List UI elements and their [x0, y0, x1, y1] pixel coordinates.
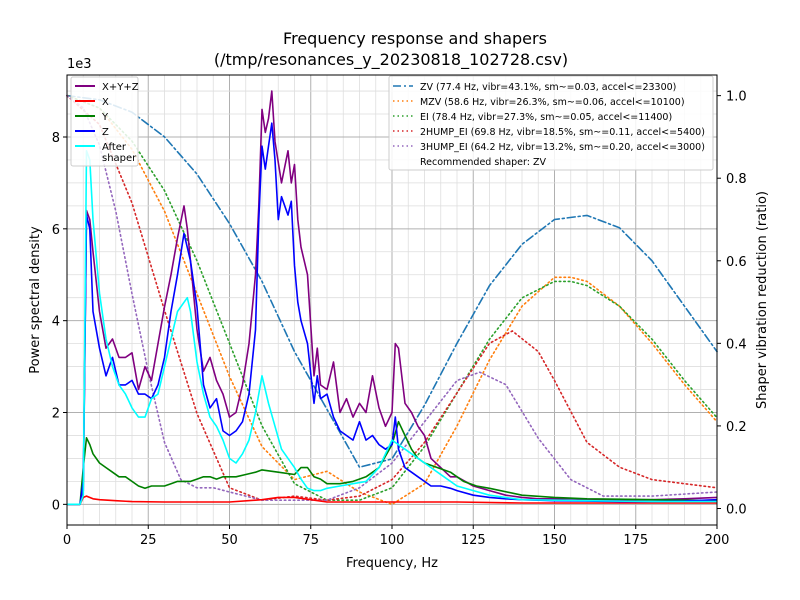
- x-axis-ticks: 0 25 50 75 100 125 150 175 200: [63, 525, 730, 548]
- legend-shaper-label: EI (78.4 Hz, vibr=27.3%, sm~=0.05, accel…: [420, 112, 672, 123]
- legend-psd-label: Y: [101, 112, 109, 123]
- x-tick-label: 200: [705, 533, 730, 548]
- legend-psd-label: X+Y+Z: [102, 82, 139, 93]
- legend-psd-label: X: [102, 97, 109, 108]
- y-tick-label: 8: [52, 131, 60, 146]
- x-tick-label: 125: [461, 533, 486, 548]
- legend-shaper-label: ZV (77.4 Hz, vibr=43.1%, sm~=0.03, accel…: [420, 82, 676, 93]
- shaper-line-1: [66, 94, 718, 506]
- x-tick-label: 100: [380, 533, 405, 548]
- right-tick-label: 0.2: [726, 420, 747, 435]
- right-axis-ticks: 0.0 0.2 0.4 0.6 0.8 1.0: [717, 90, 747, 517]
- x-tick-label: 25: [140, 533, 157, 548]
- shaper-line-4: [66, 94, 718, 501]
- psd-line-0: [67, 90, 718, 506]
- shaper-line-2: [66, 94, 718, 501]
- x-tick-label: 175: [623, 533, 648, 548]
- right-tick-label: 0.0: [726, 502, 747, 517]
- right-axis-label: Shaper vibration reduction (ratio): [755, 191, 770, 409]
- legend-psd-box: [70, 76, 139, 167]
- right-tick-label: 0.4: [726, 337, 747, 352]
- legend-shaper-label: MZV (58.6 Hz, vibr=26.3%, sm~=0.06, acce…: [420, 97, 685, 108]
- legend-shaper-label: 3HUMP_EI (64.2 Hz, vibr=13.2%, sm~=0.20,…: [420, 142, 705, 153]
- right-tick-label: 0.6: [726, 255, 747, 270]
- y-multiplier-label: 1e3: [67, 57, 92, 72]
- x-tick-label: 50: [221, 533, 238, 548]
- psd-line-3: [67, 122, 718, 506]
- x-tick-label: 0: [63, 533, 71, 548]
- y-tick-label: 4: [52, 315, 60, 330]
- y-axis-label: Power spectral density: [28, 226, 43, 374]
- legend-psd-label: After shaper: [102, 142, 137, 164]
- right-tick-label: 1.0: [726, 90, 747, 105]
- y-axis-ticks: 0 2 4 6 8: [52, 131, 67, 513]
- psd-lines: [67, 90, 718, 506]
- x-tick-label: 75: [302, 533, 319, 548]
- y-tick-label: 0: [52, 498, 60, 513]
- right-tick-label: 0.8: [726, 172, 747, 187]
- x-axis-label: Frequency, Hz: [346, 556, 438, 571]
- chart-title: Frequency response and shapers: [283, 29, 547, 48]
- y-tick-label: 2: [52, 407, 60, 422]
- shaper-line-3: [66, 94, 718, 502]
- shaper-line-0: [66, 94, 718, 469]
- legend-shaper-label: 2HUMP_EI (69.8 Hz, vibr=18.5%, sm~=0.11,…: [420, 127, 705, 138]
- psd-line-1: [67, 495, 717, 506]
- y-tick-label: 6: [52, 223, 60, 238]
- legend-shapers: ZV (77.4 Hz, vibr=43.1%, sm~=0.03, accel…: [388, 75, 714, 171]
- psd-line-2: [67, 420, 718, 506]
- legend-shapers-box: [388, 75, 714, 171]
- legend-psd-label: Z: [102, 127, 109, 138]
- chart-subtitle: (/tmp/resonances_y_20230818_102728.csv): [214, 50, 568, 70]
- shaper-lines: [66, 94, 718, 506]
- x-tick-label: 150: [542, 533, 567, 548]
- recommended-shaper-label: Recommended shaper: ZV: [420, 157, 546, 168]
- legend-psd: X+Y+Z XYZ After shaper: [70, 76, 139, 167]
- psd-line-4: [67, 150, 717, 506]
